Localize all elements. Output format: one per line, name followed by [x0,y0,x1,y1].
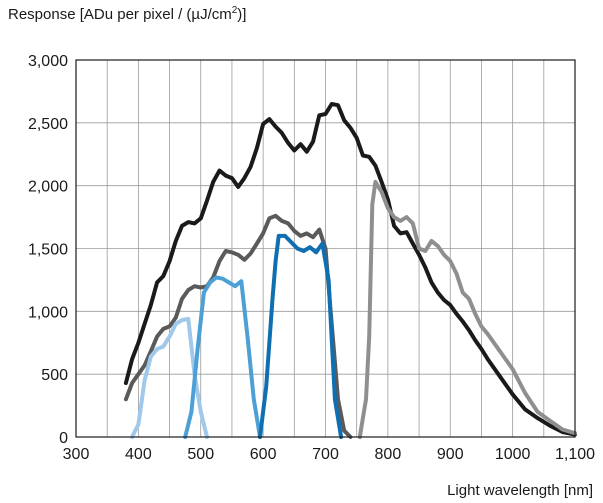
y-tick-label: 2,000 [28,179,68,196]
x-tick-label: 900 [437,446,464,463]
y-tick-label: 0 [59,430,68,447]
x-tick-labels: 300 400 500 600 700 800 900 1000 1,100 [63,446,595,463]
x-tick-label: 1000 [495,446,531,463]
series-line-6 [357,179,577,439]
x-tick-label: 400 [125,446,152,463]
x-tick-label: 1,100 [555,446,595,463]
x-tick-label: 300 [63,446,90,463]
y-tick-label: 1,000 [28,304,68,321]
series-line-4 [183,275,262,439]
x-tick-label: 600 [250,446,277,463]
series-line-2 [123,213,353,439]
x-axis-label: Light wavelength [nm] [447,482,593,499]
y-axis-label-main: Response [ADu per pixel / (µJ/cm [8,6,232,23]
y-tick-label: 3,000 [28,53,68,70]
x-tick-label: 500 [187,446,214,463]
series-line-5 [258,233,344,439]
y-tick-labels: 0 500 1,000 1,500 2,000 2,500 3,000 [28,53,68,447]
x-tick-label: 700 [312,446,339,463]
x-tick-label: 800 [375,446,402,463]
y-axis-label-end: )] [237,6,247,23]
plot-frame [75,59,576,438]
y-tick-label: 1,500 [28,242,68,259]
series-line-1 [123,102,577,437]
y-tick-label: 2,500 [28,116,68,133]
y-axis-label-sup: 2 [231,5,238,16]
series-layer [123,102,577,439]
y-axis-label: Response [ADu per pixel / (µJ/cm2)] [8,5,247,24]
y-tick-label: 500 [41,367,68,384]
